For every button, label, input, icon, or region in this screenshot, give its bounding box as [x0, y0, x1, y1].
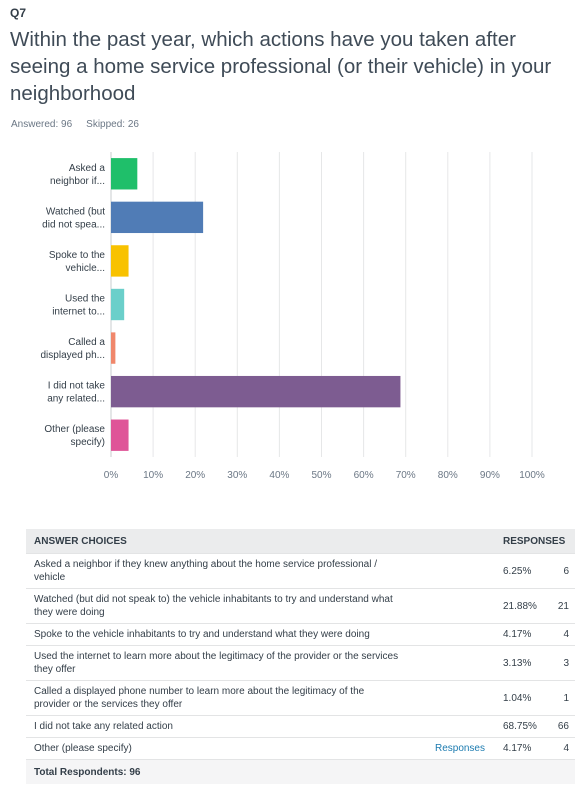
category-label: Spoke to the — [49, 250, 106, 261]
bar — [111, 288, 125, 321]
response-percent: 6.25% — [495, 553, 549, 589]
bar — [111, 245, 129, 277]
response-percent: 1.04% — [495, 680, 549, 716]
header-answer-choices: ANSWER CHOICES — [26, 529, 495, 554]
response-count: 66 — [549, 715, 575, 738]
category-label: internet to... — [52, 307, 105, 318]
bar — [111, 332, 116, 364]
x-tick-label: 80% — [438, 470, 458, 481]
table-row: Spoke to the vehicle inhabitants to try … — [26, 623, 575, 646]
chart-category-labels: Asked a neighbor if... Watched (but did not… — [41, 163, 106, 448]
category-label: Asked a — [69, 163, 106, 174]
chart-x-ticks: 0% 10% 20% 30% 40% 50% 60% 70% 80% 90% 100% — [104, 470, 545, 481]
response-percent: 68.75% — [495, 715, 549, 738]
chart-gridlines — [110, 152, 533, 457]
answer-choice: Asked a neighbor if they knew anything a… — [26, 553, 407, 589]
responses-link — [407, 715, 495, 738]
table-row: Used the internet to learn more about th… — [26, 645, 575, 681]
bar-chart: Asked a neighbor if... Watched (but did not… — [41, 152, 545, 481]
bar — [111, 158, 138, 190]
category-label: I did not take — [48, 381, 106, 392]
table-row: Other (please specify) Responses 4.17% 4 — [26, 737, 575, 760]
category-label: any related... — [47, 394, 105, 405]
responses-link[interactable]: Responses — [407, 737, 495, 760]
response-percent: 21.88% — [495, 588, 549, 624]
x-tick-label: 30% — [227, 470, 247, 481]
answer-choice: Watched (but did not speak to) the vehic… — [26, 588, 407, 624]
total-row: Total Respondents: 96 — [26, 759, 575, 784]
x-tick-label: 0% — [104, 470, 119, 481]
answer-choice: Other (please specify) — [26, 737, 407, 760]
x-tick-label: 70% — [396, 470, 416, 481]
header-responses: RESPONSES — [495, 529, 575, 554]
category-label: Other (please — [44, 424, 105, 435]
x-tick-label: 50% — [311, 470, 331, 481]
response-count: 3 — [549, 645, 575, 681]
x-tick-label: 90% — [480, 470, 500, 481]
bar — [111, 201, 204, 234]
answered-count: Answered: 96 — [11, 119, 73, 130]
table-row: Watched (but did not speak to) the vehic… — [26, 588, 575, 624]
results-table: ANSWER CHOICES RESPONSES Asked a neighbo… — [26, 529, 575, 784]
x-tick-label: 100% — [519, 470, 545, 481]
answer-choice: Called a displayed phone number to learn… — [26, 680, 407, 716]
response-count: 1 — [549, 680, 575, 716]
answer-choice: Spoke to the vehicle inhabitants to try … — [26, 623, 407, 646]
x-tick-label: 40% — [269, 470, 289, 481]
bar — [111, 419, 129, 451]
responses-link — [407, 553, 495, 589]
table-row: Called a displayed phone number to learn… — [26, 680, 575, 716]
category-label: neighbor if... — [50, 176, 105, 187]
table-header-row: ANSWER CHOICES RESPONSES — [26, 529, 575, 554]
answer-choice: I did not take any related action — [26, 715, 407, 738]
x-tick-label: 10% — [143, 470, 163, 481]
response-stats: Answered: 96 Skipped: 26 — [11, 119, 139, 130]
category-label: Watched (but — [46, 206, 105, 217]
category-label: vehicle... — [66, 263, 105, 274]
question-title: Within the past year, which actions have… — [10, 28, 552, 105]
skipped-count: Skipped: 26 — [86, 119, 139, 130]
category-label: Used the — [65, 294, 105, 305]
response-count: 21 — [549, 588, 575, 624]
table-row: Asked a neighbor if they knew anything a… — [26, 553, 575, 589]
x-tick-label: 20% — [185, 470, 205, 481]
category-label: Called a — [68, 337, 105, 348]
bar — [111, 375, 401, 408]
answer-choice: Used the internet to learn more about th… — [26, 645, 407, 681]
responses-link — [407, 680, 495, 716]
response-percent: 4.17% — [495, 623, 549, 646]
category-label: did not spea... — [42, 219, 105, 230]
table-row: I did not take any related action 68.75% 6… — [26, 715, 575, 738]
category-label: specify) — [71, 437, 105, 448]
question-number: Q7 — [10, 6, 27, 20]
category-label: displayed ph... — [41, 350, 106, 361]
x-tick-label: 60% — [354, 470, 374, 481]
chart-bars — [111, 158, 401, 451]
responses-link — [407, 588, 495, 624]
response-count: 4 — [549, 737, 575, 760]
responses-link — [407, 623, 495, 646]
response-count: 4 — [549, 623, 575, 646]
responses-link — [407, 645, 495, 681]
response-percent: 3.13% — [495, 645, 549, 681]
total-respondents: Total Respondents: 96 — [26, 759, 575, 784]
response-percent: 4.17% — [495, 737, 549, 760]
response-count: 6 — [549, 553, 575, 589]
